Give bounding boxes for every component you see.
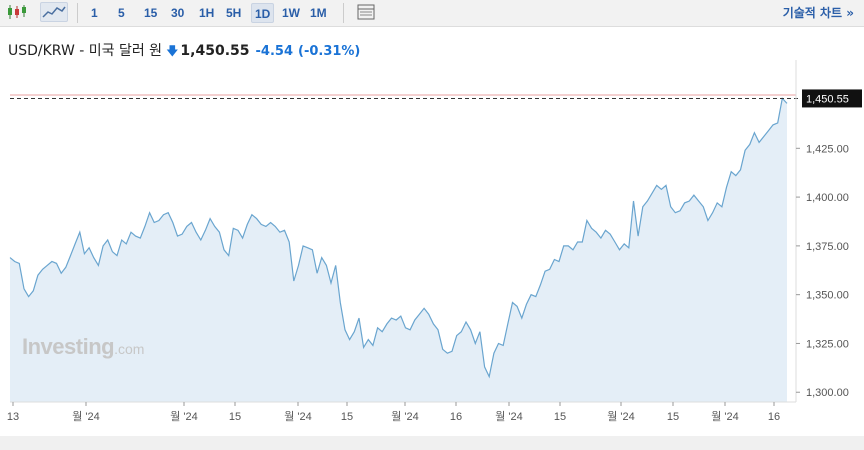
last-price-tag [802,89,862,108]
price-change: -4.54 [255,44,293,59]
x-tick-label: 월 '24 [284,410,312,423]
price-change-percent: (-0.31%) [298,44,361,59]
toolbar-separator [77,3,78,23]
x-tick-label: 16 [768,411,780,423]
x-tick-label: 15 [341,411,353,423]
timeframe-1d-button[interactable]: 1D [251,3,275,23]
timeframe-1m-button[interactable]: 1M [310,6,327,20]
timeframe-1h-button[interactable]: 1H [199,6,215,20]
chart-toolbar: 1 5 15 30 1H 5H 1D 1W 1M 기술적 차트 » [0,0,864,27]
y-tick-label: 1,400.00 [806,192,849,204]
x-tick-label: 15 [554,411,566,423]
candlestick-chart-icon[interactable] [4,2,28,22]
last-price-tag-label: 1,450.55 [806,93,849,105]
x-tick-label: 월 '24 [495,410,523,423]
area-chart-icon[interactable] [40,2,68,22]
toolbar-separator [343,3,344,23]
y-tick-label: 1,325.00 [806,338,849,350]
investing-watermark: Investing.com [22,334,145,359]
technical-chart-link[interactable]: 기술적 차트 » [782,6,854,20]
price-chart: 1,300.00 1,325.00 1,350.00 1,375.00 1,400.00… [7,60,862,423]
x-tick-label: 15 [667,411,679,423]
price-area-fill [10,98,787,403]
timeframe-30min-button[interactable]: 30 [171,6,185,20]
timeframe-15min-button[interactable]: 15 [144,6,158,20]
timeframe-5min-button[interactable]: 5 [118,6,125,20]
timeframe-1w-button[interactable]: 1W [282,6,300,20]
table-view-icon[interactable] [354,2,378,22]
bottom-strip [0,436,864,450]
price-line [9,97,788,379]
y-tick-label: 1,375.00 [806,241,849,253]
down-arrow-icon: 🡇 [166,44,179,58]
x-tick-label: 15 [229,411,241,423]
y-tick-label: 1,425.00 [806,143,849,155]
y-tick-label: 1,350.00 [806,290,849,302]
pair-name: USD/KRW - 미국 달러 원 [8,43,163,59]
x-tick-label: 월 '24 [170,410,198,423]
x-tick-label: 13 [7,411,19,423]
x-tick-label: 월 '24 [607,410,635,423]
timeframe-1min-button[interactable]: 1 [91,6,98,20]
x-tick-label: 월 '24 [72,410,100,423]
quote-header: USD/KRW - 미국 달러 원 🡇 1,450.55 -4.54 (-0.31%) [8,40,360,60]
y-tick-label: 1,300.00 [806,387,849,399]
x-tick-label: 월 '24 [711,410,739,423]
x-tick-label: 16 [450,411,462,423]
timeframe-5h-button[interactable]: 5H [226,6,242,20]
current-price: 1,450.55 [180,43,250,59]
x-tick-label: 월 '24 [391,410,419,423]
